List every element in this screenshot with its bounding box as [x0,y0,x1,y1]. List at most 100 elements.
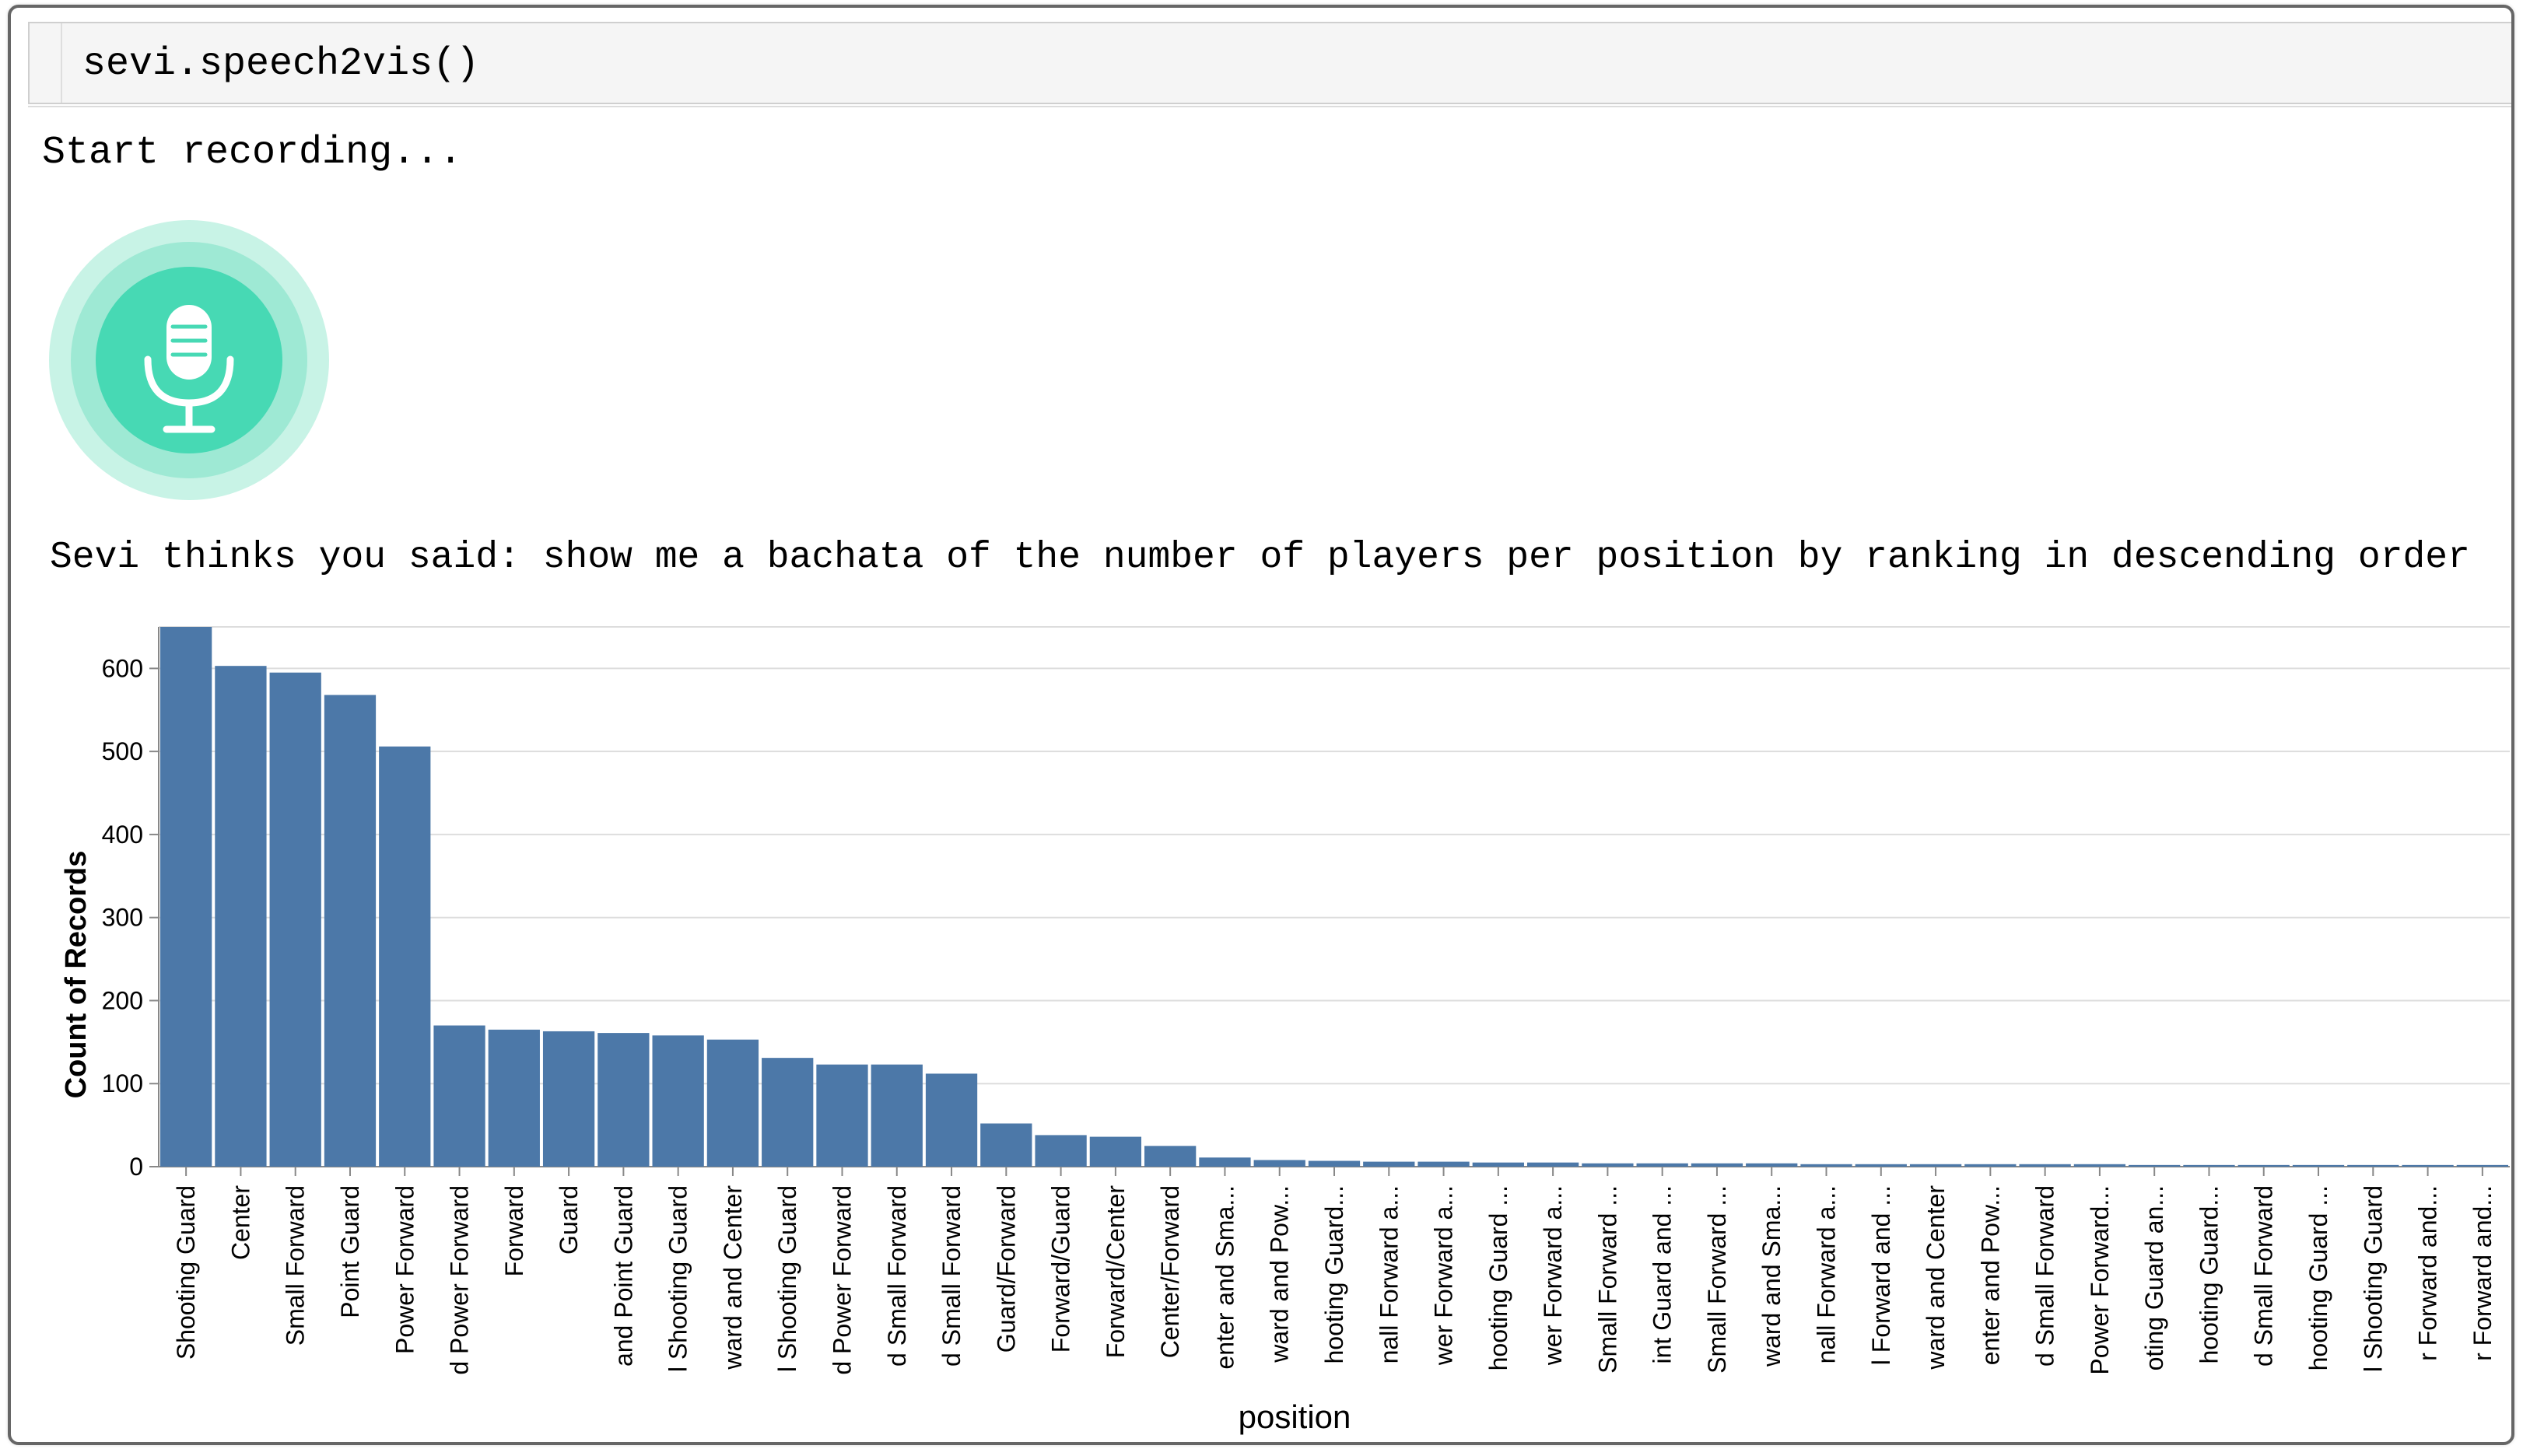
x-tick-label: hooting Guard... [2195,1185,2223,1363]
x-axis-title: position [1239,1398,1351,1435]
x-tick-label: d Small Forward [2250,1185,2278,1367]
bar[interactable] [324,695,377,1167]
transcript-prefix: Sevi thinks you said: [50,537,543,579]
x-tick-label: and Point Guard [609,1185,637,1367]
bar[interactable] [871,1064,923,1167]
bar[interactable] [1199,1157,1251,1167]
y-tick-label: 300 [102,904,143,932]
bar[interactable] [2402,1164,2454,1167]
bar[interactable] [816,1064,868,1167]
x-tick-label: wer Forward a... [1430,1185,1458,1366]
x-tick-label: wer Forward a... [1539,1185,1567,1366]
x-tick-label: hooting Guard... [1320,1185,1348,1363]
transcript-text: Sevi thinks you said: show me a bachata … [50,537,2470,579]
x-tick-label: int Guard and ... [1649,1185,1677,1363]
x-tick-label: d Power Forward [828,1185,856,1375]
code-text[interactable]: sevi.speech2vis() [82,42,480,86]
x-tick-label: Forward [500,1185,528,1276]
recording-status: Start recording... [42,131,463,175]
x-tick-label: Small Forward ... [1593,1185,1621,1374]
bar[interactable] [542,1031,595,1167]
bar[interactable] [488,1029,540,1167]
y-axis-title: Count of Records [60,851,93,1099]
x-tick-label: nall Forward a... [1813,1185,1841,1363]
x-tick-label: Small Forward ... [1703,1185,1731,1374]
cell-gutter [30,23,62,103]
y-tick-label: 200 [102,986,143,1014]
x-tick-label: l Shooting Guard [2359,1185,2387,1372]
x-tick-label: l Shooting Guard [773,1185,801,1372]
bar[interactable] [1636,1163,1688,1167]
bar[interactable] [1035,1135,1087,1167]
bar[interactable] [1691,1163,1743,1167]
x-tick-label: r Forward and... [2469,1185,2497,1361]
bar[interactable] [2183,1164,2235,1167]
bar[interactable] [652,1035,704,1167]
transcript-value: show me a bachata of the number of playe… [542,537,2470,579]
bar[interactable] [2292,1164,2345,1167]
bar[interactable] [1582,1163,1634,1167]
x-tick-label: Forward/Center [1102,1185,1130,1359]
x-tick-label: Forward/Guard [1047,1185,1075,1353]
bar[interactable] [762,1058,814,1167]
x-tick-label: Point Guard [336,1185,364,1318]
x-tick-label: d Small Forward [883,1185,911,1367]
bar[interactable] [269,672,321,1167]
x-tick-label: Center/Forward [1156,1185,1184,1358]
bar[interactable] [160,627,212,1167]
y-tick-label: 400 [102,821,143,849]
x-tick-label: Center [226,1185,254,1260]
bar[interactable] [1800,1164,1852,1167]
bar[interactable] [706,1039,759,1167]
bars [160,627,2508,1167]
x-tick-label: ward and Center [719,1185,747,1370]
x-tick-label: l Shooting Guard [664,1185,692,1372]
x-tick-label: ward and Sma... [1757,1185,1785,1367]
x-tick-label: hooting Guard ... [2304,1185,2332,1370]
bar[interactable] [2073,1164,2126,1167]
bar[interactable] [1089,1136,1142,1167]
bar[interactable] [1308,1160,1361,1167]
bar[interactable] [980,1123,1032,1167]
x-tick-label: Small Forward [282,1185,310,1346]
bar[interactable] [2237,1164,2290,1167]
bar[interactable] [1909,1164,1962,1167]
x-tick-label: ward and Center [1922,1185,1950,1370]
microphone-icon[interactable] [48,219,330,501]
bar[interactable] [2129,1164,2181,1167]
x-tick-label: enter and Pow... [1976,1185,2004,1365]
bar[interactable] [2456,1164,2508,1167]
y-tick-label: 0 [129,1153,143,1181]
x-axis: Shooting Guard Center Small Forward Point G… [172,1167,2497,1375]
bar[interactable] [433,1025,485,1167]
x-tick-label: Shooting Guard [172,1185,200,1360]
x-tick-label: Guard [555,1185,583,1255]
bar[interactable] [1855,1164,1907,1167]
y-tick-label: 100 [102,1069,143,1097]
bar[interactable] [2019,1164,2071,1167]
bar[interactable] [1253,1160,1305,1167]
bar[interactable] [2347,1164,2399,1167]
bar[interactable] [1472,1162,1524,1167]
bar[interactable] [1964,1164,2017,1167]
bar[interactable] [1417,1161,1470,1167]
bar[interactable] [379,746,431,1167]
bar[interactable] [1363,1161,1415,1167]
x-tick-label: enter and Sma... [1211,1185,1239,1370]
bar[interactable] [1746,1163,1798,1167]
x-tick-label: ward and Pow... [1266,1185,1294,1363]
x-tick-label: l Forward and ... [1867,1185,1895,1365]
bar[interactable] [1144,1146,1197,1167]
bar[interactable] [925,1073,978,1167]
bar[interactable] [215,666,267,1167]
bar-chart: 0 100 200 300 400 500 600 Shooting Guard Center… [60,626,2510,1435]
x-tick-label: nall Forward a... [1375,1185,1403,1363]
x-tick-label: d Power Forward [446,1185,474,1375]
x-tick-label: Power Forward [391,1185,419,1354]
x-tick-label: d Small Forward [2031,1185,2059,1367]
bar[interactable] [1526,1162,1579,1167]
x-tick-label: Power Forward... [2086,1185,2114,1375]
code-input-cell[interactable]: sevi.speech2vis() [28,22,2511,104]
x-tick-label: r Forward and... [2414,1185,2442,1361]
bar[interactable] [597,1033,650,1167]
